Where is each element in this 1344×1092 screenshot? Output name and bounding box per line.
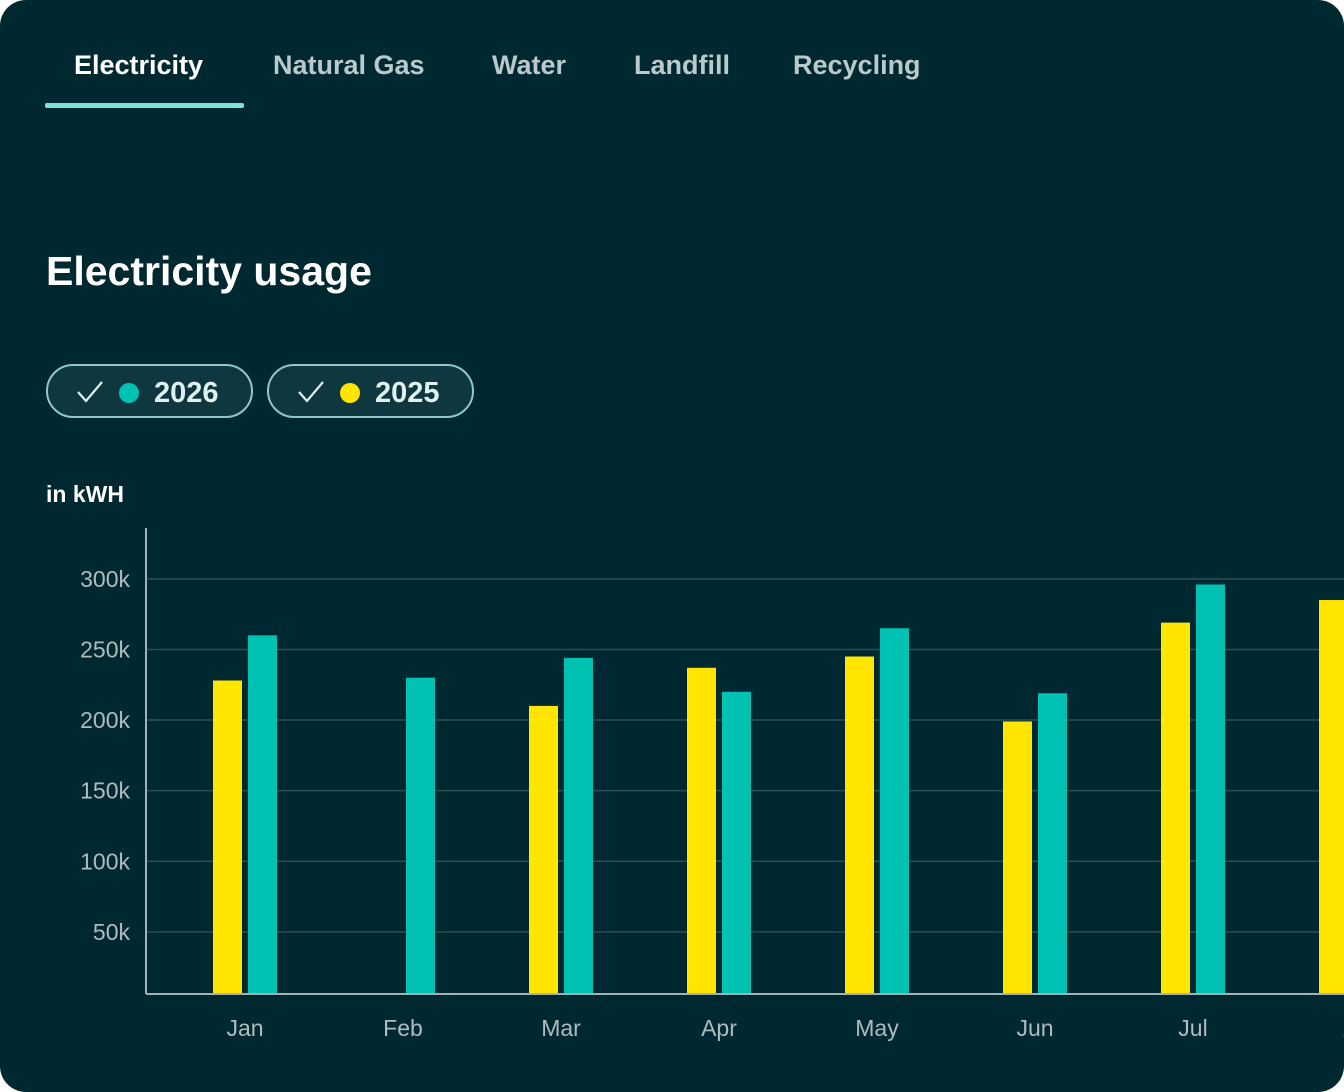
bar-2025-jan[interactable] [213,680,242,994]
bar-2026-feb[interactable] [406,677,435,994]
series-color-dot [340,383,360,403]
tab-recycling[interactable]: Recycling [793,50,921,80]
bar-2025-jul[interactable] [1161,622,1190,994]
bar-2025-jun[interactable] [1003,721,1032,994]
bar-2026-apr[interactable] [722,691,751,994]
bar-2026-jul[interactable] [1196,584,1225,994]
x-tick-label: Feb [383,1015,423,1041]
chart-title: Electricity usage [46,248,372,294]
x-tick-label: Mar [541,1015,581,1041]
y-tick-label: 200k [80,707,130,733]
bar-2025-apr[interactable] [687,667,716,994]
tab-natural-gas[interactable]: Natural Gas [273,50,425,80]
legend-toggle-2026[interactable]: 2026 [46,364,253,418]
x-tick-label: May [855,1015,899,1041]
bar-2026-jun[interactable] [1038,693,1067,994]
y-tick-label: 100k [80,848,130,874]
y-axis-unit-label: in kWH [46,481,124,507]
y-tick-label: 250k [80,636,130,662]
legend-label: 2025 [375,377,440,409]
x-tick-label: Apr [701,1015,737,1041]
tab-landfill[interactable]: Landfill [634,50,730,80]
resource-tabs: Electricity Natural Gas Water Landfill R… [0,0,1000,110]
bar-2025-aug[interactable] [1319,600,1344,994]
bar-2025-mar[interactable] [529,705,558,994]
y-tick-labels: 50k 100k 150k 200k 250k 300k [80,566,130,945]
legend-label: 2026 [154,377,219,409]
x-tick-labels: JanFebMarAprMayJunJulA [226,1015,1344,1041]
bar-2026-mar[interactable] [564,657,593,994]
x-tick-label: Jul [1178,1015,1207,1041]
x-tick-label: Jun [1016,1015,1053,1041]
y-tick-label: 300k [80,566,130,592]
active-tab-indicator [45,103,244,108]
check-icon [77,381,103,403]
check-icon [298,381,324,403]
axes [145,528,1344,995]
y-tick-label: 150k [80,778,130,804]
x-tick-label: Jan [226,1015,263,1041]
y-tick-label: 50k [93,919,131,945]
bars [213,584,1344,994]
tab-electricity[interactable]: Electricity [74,50,204,80]
bar-2026-jan[interactable] [248,635,277,994]
bar-2026-may[interactable] [880,628,909,994]
series-color-dot [119,383,139,403]
tab-water[interactable]: Water [492,50,567,80]
bar-2025-may[interactable] [845,656,874,994]
legend-toggle-2025[interactable]: 2025 [267,364,474,418]
